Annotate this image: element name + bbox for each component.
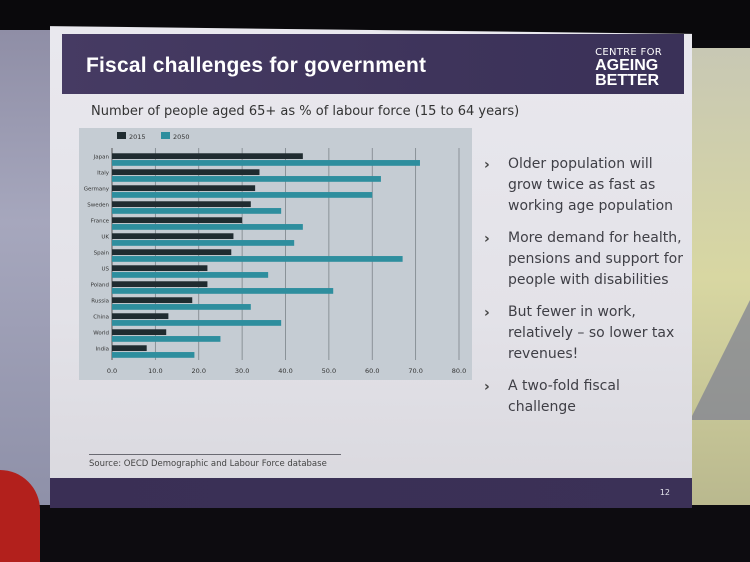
category-label: World <box>93 331 109 337</box>
bullet-item: › But fewer in work, relatively – so lowe… <box>484 302 684 365</box>
bar-2015-italy <box>112 169 260 176</box>
bar-2015-sweden <box>112 201 251 208</box>
bar-2015-world <box>112 329 167 336</box>
bar-2015-poland <box>112 281 208 288</box>
bar-2015-germany <box>112 185 256 192</box>
chevron-right-icon: › <box>484 379 490 395</box>
bar-2050-poland <box>112 288 334 294</box>
category-label: Spain <box>94 251 110 257</box>
source-note: Source: OECD Demographic and Labour Forc… <box>89 459 327 469</box>
bar-2050-china <box>112 320 282 326</box>
bullet-item: › More demand for health, pensions and su… <box>484 228 684 291</box>
category-label: Germany <box>84 187 110 193</box>
bar-2050-russia <box>112 304 251 310</box>
bar-2050-italy <box>112 176 381 182</box>
category-label: France <box>91 219 110 225</box>
x-tick-label: 80.0 <box>452 367 466 375</box>
bullet-text: More demand for health, pensions and sup… <box>508 230 683 288</box>
bullet-text: But fewer in work, relatively – so lower… <box>508 304 675 362</box>
x-tick-label: 60.0 <box>365 367 379 375</box>
legend-swatch <box>117 132 126 139</box>
x-tick-label: 70.0 <box>408 367 422 375</box>
slide-title: Fiscal challenges for government <box>86 54 427 77</box>
room-dark-bottom <box>0 505 750 562</box>
bar-2015-russia <box>112 297 193 304</box>
bar-2015-china <box>112 313 169 320</box>
bar-2015-spain <box>112 249 232 256</box>
bar-2015-us <box>112 265 208 272</box>
bar-2050-sweden <box>112 208 282 214</box>
bar-2050-us <box>112 272 269 278</box>
chart-title: Number of people aged 65+ as % of labour… <box>91 104 520 119</box>
bar-2015-france <box>112 217 243 224</box>
category-label: UK <box>101 235 109 241</box>
source-divider <box>89 454 341 455</box>
x-tick-label: 50.0 <box>322 367 336 375</box>
bullet-list: › Older population will grow twice as fas… <box>484 154 684 429</box>
bullet-text: A two-fold fiscal challenge <box>508 378 620 415</box>
x-tick-label: 30.0 <box>235 367 249 375</box>
category-label: Sweden <box>87 203 109 209</box>
slide-header: Fiscal challenges for government CENTRE … <box>62 34 684 94</box>
centre-for-ageing-better-logo: CENTRE FOR AGEING BETTER <box>595 47 662 89</box>
bar-2050-uk <box>112 240 295 246</box>
bar-2050-spain <box>112 256 403 262</box>
chevron-right-icon: › <box>484 231 490 247</box>
legend-label: 2015 <box>129 133 146 141</box>
bullet-text: Older population will grow twice as fast… <box>508 156 674 214</box>
bar-2050-world <box>112 336 221 342</box>
bar-2050-japan <box>112 160 420 166</box>
bar-2015-uk <box>112 233 234 240</box>
page-number: 12 <box>659 488 670 497</box>
x-tick-label: 20.0 <box>192 367 206 375</box>
bar-2050-germany <box>112 192 373 198</box>
bar-chart: 2015 2050 0.0 10.0 20.0 30.0 40.0 50.0 60.0 70.0 8… <box>79 128 472 380</box>
x-tick-label: 10.0 <box>148 367 162 375</box>
chart-canvas: 2015 2050 0.0 10.0 20.0 30.0 40.0 50.0 60.0 70.0 8… <box>84 132 466 375</box>
category-label: Russia <box>91 299 109 305</box>
category-label: US <box>101 267 109 273</box>
bar-2050-india <box>112 352 195 358</box>
category-label: Italy <box>97 171 110 177</box>
legend-swatch <box>161 132 170 139</box>
chevron-right-icon: › <box>484 157 490 173</box>
logo-line-3: BETTER <box>595 72 660 89</box>
x-tick-label: 0.0 <box>107 367 117 375</box>
legend-label: 2050 <box>173 133 190 141</box>
bullet-item: › Older population will grow twice as fas… <box>484 154 684 217</box>
logo-line-2: AGEING <box>595 57 659 74</box>
bar-2015-india <box>112 345 147 352</box>
right-wall-shape <box>690 300 750 420</box>
logo-line-1: CENTRE FOR <box>595 47 662 58</box>
bar-2050-france <box>112 224 303 230</box>
x-tick-label: 40.0 <box>278 367 292 375</box>
chevron-right-icon: › <box>484 305 490 321</box>
bullet-item: › A two-fold fiscal challenge <box>484 376 684 418</box>
category-label: China <box>93 315 109 321</box>
category-label: Japan <box>93 155 110 161</box>
slide-footer: 12 <box>50 478 692 508</box>
bar-2015-japan <box>112 153 303 160</box>
category-label: Poland <box>91 283 109 289</box>
category-label: India <box>96 347 110 353</box>
right-wall-background <box>683 48 750 508</box>
